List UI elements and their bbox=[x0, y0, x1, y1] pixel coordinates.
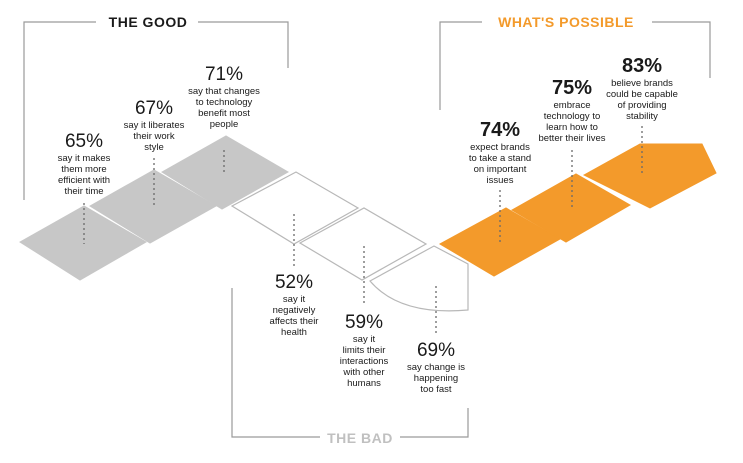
desc-line: say it liberates bbox=[123, 120, 185, 131]
desc-line: negatively bbox=[272, 305, 316, 316]
stat-value: 59% bbox=[344, 312, 384, 333]
stat-good-67: 67% say it liberates their work style bbox=[124, 98, 185, 153]
desc-line: affects their bbox=[269, 316, 319, 327]
stat-value: 75% bbox=[551, 77, 593, 99]
desc-line: people bbox=[209, 119, 239, 130]
possible-tile-2 bbox=[511, 173, 632, 243]
desc-line: limits their bbox=[342, 345, 386, 356]
stat-desc: say it negatively affects their health bbox=[270, 294, 319, 338]
possible-bracket-right bbox=[652, 21, 711, 78]
stat-value: 83% bbox=[621, 55, 663, 77]
desc-line: embrace bbox=[553, 100, 591, 111]
desc-line: them more bbox=[61, 164, 107, 175]
stat-desc: say that changes to technology benefit m… bbox=[188, 86, 260, 130]
possible-bracket bbox=[439, 21, 482, 110]
bad-tile-2 bbox=[298, 207, 428, 281]
stat-value: 74% bbox=[479, 119, 521, 141]
desc-line: say change is bbox=[406, 362, 466, 373]
stat-possible-75: 75% embrace technology to learn how to b… bbox=[538, 77, 605, 145]
desc-line: say it bbox=[282, 294, 306, 305]
stat-possible-74: 74% expect brands to take a stand on imp… bbox=[469, 119, 531, 187]
desc-line: issues bbox=[486, 175, 514, 186]
bad-bracket-left bbox=[231, 288, 320, 438]
stat-desc: believe brands could be capable of provi… bbox=[606, 78, 678, 122]
desc-line: style bbox=[144, 142, 164, 153]
desc-line: could be capable bbox=[606, 89, 678, 100]
stat-desc: say change is happening too fast bbox=[407, 362, 465, 395]
desc-line: happening bbox=[413, 373, 459, 384]
stat-value: 71% bbox=[204, 64, 244, 85]
desc-line: on important bbox=[473, 164, 527, 175]
desc-line: to technology bbox=[195, 97, 253, 108]
desc-line: humans bbox=[347, 378, 381, 389]
stat-desc: say it makes them more efficient with th… bbox=[58, 153, 111, 197]
stat-desc: expect brands to take a stand on importa… bbox=[469, 142, 531, 186]
desc-line: say that changes bbox=[188, 86, 260, 97]
desc-line: efficient with bbox=[57, 175, 111, 186]
possible-tile-3 bbox=[582, 143, 717, 209]
stat-value: 52% bbox=[274, 272, 314, 293]
desc-line: health bbox=[281, 327, 307, 338]
desc-line: believe brands bbox=[611, 78, 673, 89]
good-bracket-right bbox=[198, 21, 289, 68]
desc-line: with other bbox=[343, 367, 385, 378]
desc-line: better their lives bbox=[538, 133, 606, 144]
desc-line: their work bbox=[133, 131, 175, 142]
good-tile-3 bbox=[161, 135, 290, 210]
stat-good-65: 65% say it makes them more efficient wit… bbox=[58, 131, 111, 197]
desc-line: expect brands bbox=[470, 142, 530, 153]
desc-line: of providing bbox=[617, 100, 667, 111]
stat-bad-59: 59% say it limits their interactions wit… bbox=[340, 312, 389, 389]
stat-bad-52: 52% say it negatively affects their heal… bbox=[270, 272, 319, 338]
stat-possible-83: 83% believe brands could be capable of p… bbox=[606, 55, 678, 123]
desc-line: their time bbox=[64, 186, 104, 197]
stat-value: 69% bbox=[416, 340, 456, 361]
stat-desc: say it liberates their work style bbox=[124, 120, 185, 153]
desc-line: benefit most bbox=[198, 108, 250, 119]
desc-line: say it bbox=[352, 334, 376, 345]
stat-good-71: 71% say that changes to technology benef… bbox=[188, 64, 260, 130]
desc-line: interactions bbox=[339, 356, 389, 367]
good-tile-1 bbox=[19, 205, 147, 281]
good-bracket bbox=[23, 21, 96, 200]
stat-bad-69: 69% say change is happening too fast bbox=[407, 340, 465, 395]
good-tile-2 bbox=[89, 169, 218, 244]
heading-the-bad: THE BAD bbox=[327, 430, 393, 446]
stat-value: 67% bbox=[134, 98, 174, 119]
stat-desc: say it limits their interactions with ot… bbox=[340, 334, 389, 389]
desc-line: technology to bbox=[543, 111, 601, 122]
heading-the-good: THE GOOD bbox=[108, 14, 188, 30]
heading-whats-possible: WHAT'S POSSIBLE bbox=[498, 14, 634, 30]
bad-bracket-right bbox=[400, 408, 469, 438]
stat-value: 65% bbox=[64, 131, 104, 152]
desc-line: say it makes bbox=[57, 153, 111, 164]
desc-line: too fast bbox=[420, 384, 452, 395]
desc-line: learn how to bbox=[546, 122, 598, 133]
desc-line: to take a stand bbox=[468, 153, 532, 164]
stat-desc: embrace technology to learn how to bette… bbox=[538, 100, 605, 144]
desc-line: stability bbox=[626, 111, 658, 122]
bad-tile-3 bbox=[369, 245, 469, 312]
bad-tile-1 bbox=[230, 171, 360, 245]
